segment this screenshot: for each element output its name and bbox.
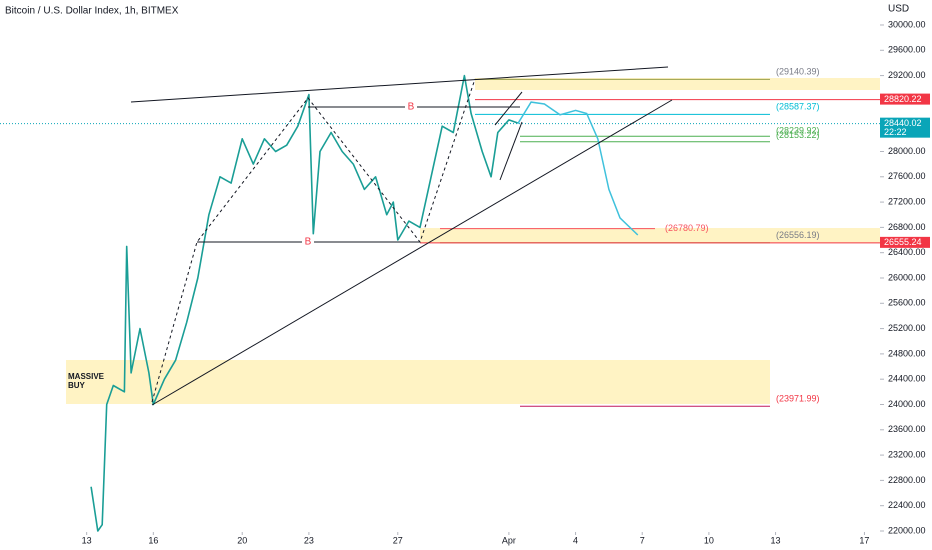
buy-zone: [66, 360, 770, 404]
y-tick-label: 23600.00: [888, 424, 926, 434]
level-label: (26780.79): [665, 223, 709, 233]
y-tick-label: 24800.00: [888, 348, 926, 358]
y-axis-bg: [880, 0, 932, 532]
level-label: (28239.92): [776, 126, 820, 136]
price-tag-label: 28820.22: [884, 94, 922, 104]
lower-trend-line: [151, 99, 673, 406]
support-zone: [420, 228, 880, 243]
annotation: B: [408, 102, 415, 113]
price-line: [90, 74, 519, 532]
label-bg: [302, 235, 314, 248]
y-tick-label: 22400.00: [888, 500, 926, 510]
y-tick-label: 24400.00: [888, 374, 926, 384]
x-tick-label: 13: [771, 535, 781, 545]
y-tick-label: 27600.00: [888, 171, 926, 181]
x-tick-label: 7: [640, 535, 645, 545]
y-unit: USD: [888, 4, 909, 15]
x-tick-label: 17: [859, 535, 869, 545]
y-tick-label: 29200.00: [888, 70, 926, 80]
wedge-line: [499, 121, 523, 181]
price-tag: [880, 236, 930, 248]
annotation: MASSIVE BUY: [68, 372, 105, 390]
y-tick-label: 22800.00: [888, 475, 926, 485]
annotation-line: BUY: [68, 381, 86, 390]
countdown: 22:22: [884, 127, 907, 137]
y-tick-label: 26800.00: [888, 222, 926, 232]
y-tick-label: 30000.00: [888, 19, 926, 29]
level-label: (28587.37): [776, 102, 820, 112]
y-tick-label: 22000.00: [888, 525, 926, 535]
y-tick-label: 25600.00: [888, 298, 926, 308]
levels: (29140.39) (28587.37) (28239.92)(28153.22)…: [0, 67, 880, 407]
x-tick-label: 13: [82, 535, 92, 545]
price-tag: [880, 117, 930, 138]
level-label: (29140.39): [776, 67, 820, 77]
annotation: B: [305, 237, 312, 248]
price-tag: [880, 93, 930, 105]
label-bg: [405, 100, 417, 113]
x-tick-label: 10: [704, 535, 714, 545]
x-tick-label: 16: [148, 535, 158, 545]
y-tick-label: 25200.00: [888, 323, 926, 333]
projection-line: [517, 101, 639, 236]
y-tick-label: 26000.00: [888, 272, 926, 282]
y-tick-label: 26400.00: [888, 247, 926, 257]
x-tick-label: 20: [237, 535, 247, 545]
y-tick-label: 27200.00: [888, 196, 926, 206]
level-label: (26556.19): [776, 230, 820, 240]
x-tick-label: 4: [573, 535, 578, 545]
level-label: (28153.22): [776, 130, 820, 140]
x-tick-label: Apr: [502, 535, 516, 545]
zones: [66, 78, 880, 404]
y-tick-label: 29600.00: [888, 45, 926, 55]
resistance-zone: [475, 78, 880, 90]
y-tick-label: 28000.00: [888, 146, 926, 156]
y-tick-label: 24000.00: [888, 399, 926, 409]
x-tick-label: 27: [393, 535, 403, 545]
price-tag-label: 26555.24: [884, 237, 922, 247]
annotation-line: MASSIVE: [68, 372, 105, 381]
price-tag-label: 28440.02: [884, 118, 922, 128]
y-tick-label: 23200.00: [888, 449, 926, 459]
wedge-line: [494, 91, 523, 126]
drawings: [130, 66, 673, 406]
series: [90, 74, 639, 532]
level-label: (23971.99): [776, 394, 820, 404]
upper-trend-line: [130, 66, 669, 103]
dashed-path: [151, 78, 476, 403]
chart-title: Bitcoin / U.S. Dollar Index, 1h, BITMEX: [5, 6, 179, 17]
x-tick-label: 23: [304, 535, 314, 545]
axes: USD 22000.00 22400.00 22800.00 23200.00 2360…: [82, 0, 932, 545]
